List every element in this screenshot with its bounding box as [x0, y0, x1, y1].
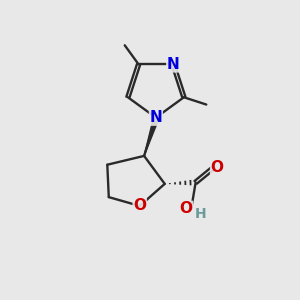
Text: N: N	[149, 110, 162, 125]
Text: O: O	[179, 201, 192, 216]
Text: O: O	[133, 198, 146, 213]
Text: N: N	[167, 57, 180, 72]
Text: O: O	[211, 160, 224, 175]
Text: H: H	[195, 207, 206, 221]
Polygon shape	[144, 118, 158, 156]
